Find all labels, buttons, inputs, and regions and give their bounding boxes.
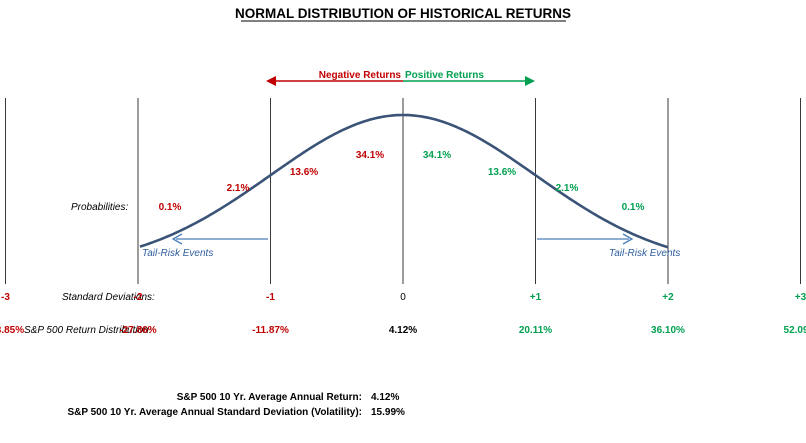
std-dev-label: 0 (400, 292, 406, 303)
return-value: -43.85% (0, 325, 24, 336)
tail-risk-right-label: Tail-Risk Events (609, 248, 680, 259)
return-value: -27.86% (119, 325, 156, 336)
std-dev-label: -3 (1, 292, 10, 303)
return-value: 52.09% (784, 325, 806, 336)
std-dev-label: +2 (662, 292, 674, 303)
diagram-title: NORMAL DISTRIBUTION OF HISTORICAL RETURN… (235, 6, 571, 21)
tail-risk-left-arrowhead (171, 233, 183, 245)
return-value: 36.10% (651, 325, 685, 336)
probability-label: 2.1% (227, 183, 250, 194)
return-value: 20.11% (519, 325, 552, 336)
probability-label: 0.1% (159, 202, 182, 213)
tail-risk-left-label: Tail-Risk Events (142, 248, 213, 259)
probability-label: 34.1% (423, 150, 451, 161)
positive-returns-arrowhead (525, 76, 535, 86)
tail-risk-right-arrowhead (622, 233, 634, 245)
bell-curve (139, 113, 669, 249)
probability-label: 13.6% (488, 167, 516, 178)
probabilities-row-label: Probabilities: (71, 202, 128, 213)
std-dev-label: +1 (530, 292, 542, 303)
probability-labels: 0.1% 2.1% 13.6% 34.1% 34.1% 13.6% 2.1% 0.1% (159, 150, 645, 213)
summary-volatility-label: S&P 500 10 Yr. Average Annual Standard D… (67, 407, 362, 418)
direction-arrows: Negative Returns Positive Returns (266, 70, 535, 86)
std-dev-row-label: Standard Deviations: (62, 292, 155, 303)
probability-label: 2.1% (556, 183, 579, 194)
summary-volatility-value: 15.99% (371, 407, 405, 418)
negative-returns-label: Negative Returns (319, 70, 402, 81)
std-dev-label: -2 (134, 292, 143, 303)
return-distribution-row-label: S&P 500 Return Distribution: (24, 325, 152, 336)
std-dev-label: +3 (795, 292, 806, 303)
tail-risk-arrows: Tail-Risk Events Tail-Risk Events (142, 233, 680, 259)
negative-returns-arrowhead (266, 76, 276, 86)
probability-label: 0.1% (622, 202, 645, 213)
summary-block: S&P 500 10 Yr. Average Annual Return: 4.… (67, 392, 405, 418)
summary-return-value: 4.12% (371, 392, 399, 403)
positive-returns-label: Positive Returns (405, 70, 484, 81)
std-dev-lines (5, 98, 801, 284)
return-labels: -43.85% -27.86% -11.87% 4.12% 20.11% 36.10% 52… (0, 325, 806, 336)
return-value: -11.87% (252, 325, 289, 336)
probability-label: 13.6% (290, 167, 318, 178)
std-dev-label: -1 (266, 292, 275, 303)
return-value: 4.12% (389, 325, 417, 336)
std-dev-labels: -3 -2 -1 0 +1 +2 +3 (1, 292, 806, 303)
probability-label: 34.1% (356, 150, 384, 161)
summary-return-label: S&P 500 10 Yr. Average Annual Return: (177, 392, 362, 403)
